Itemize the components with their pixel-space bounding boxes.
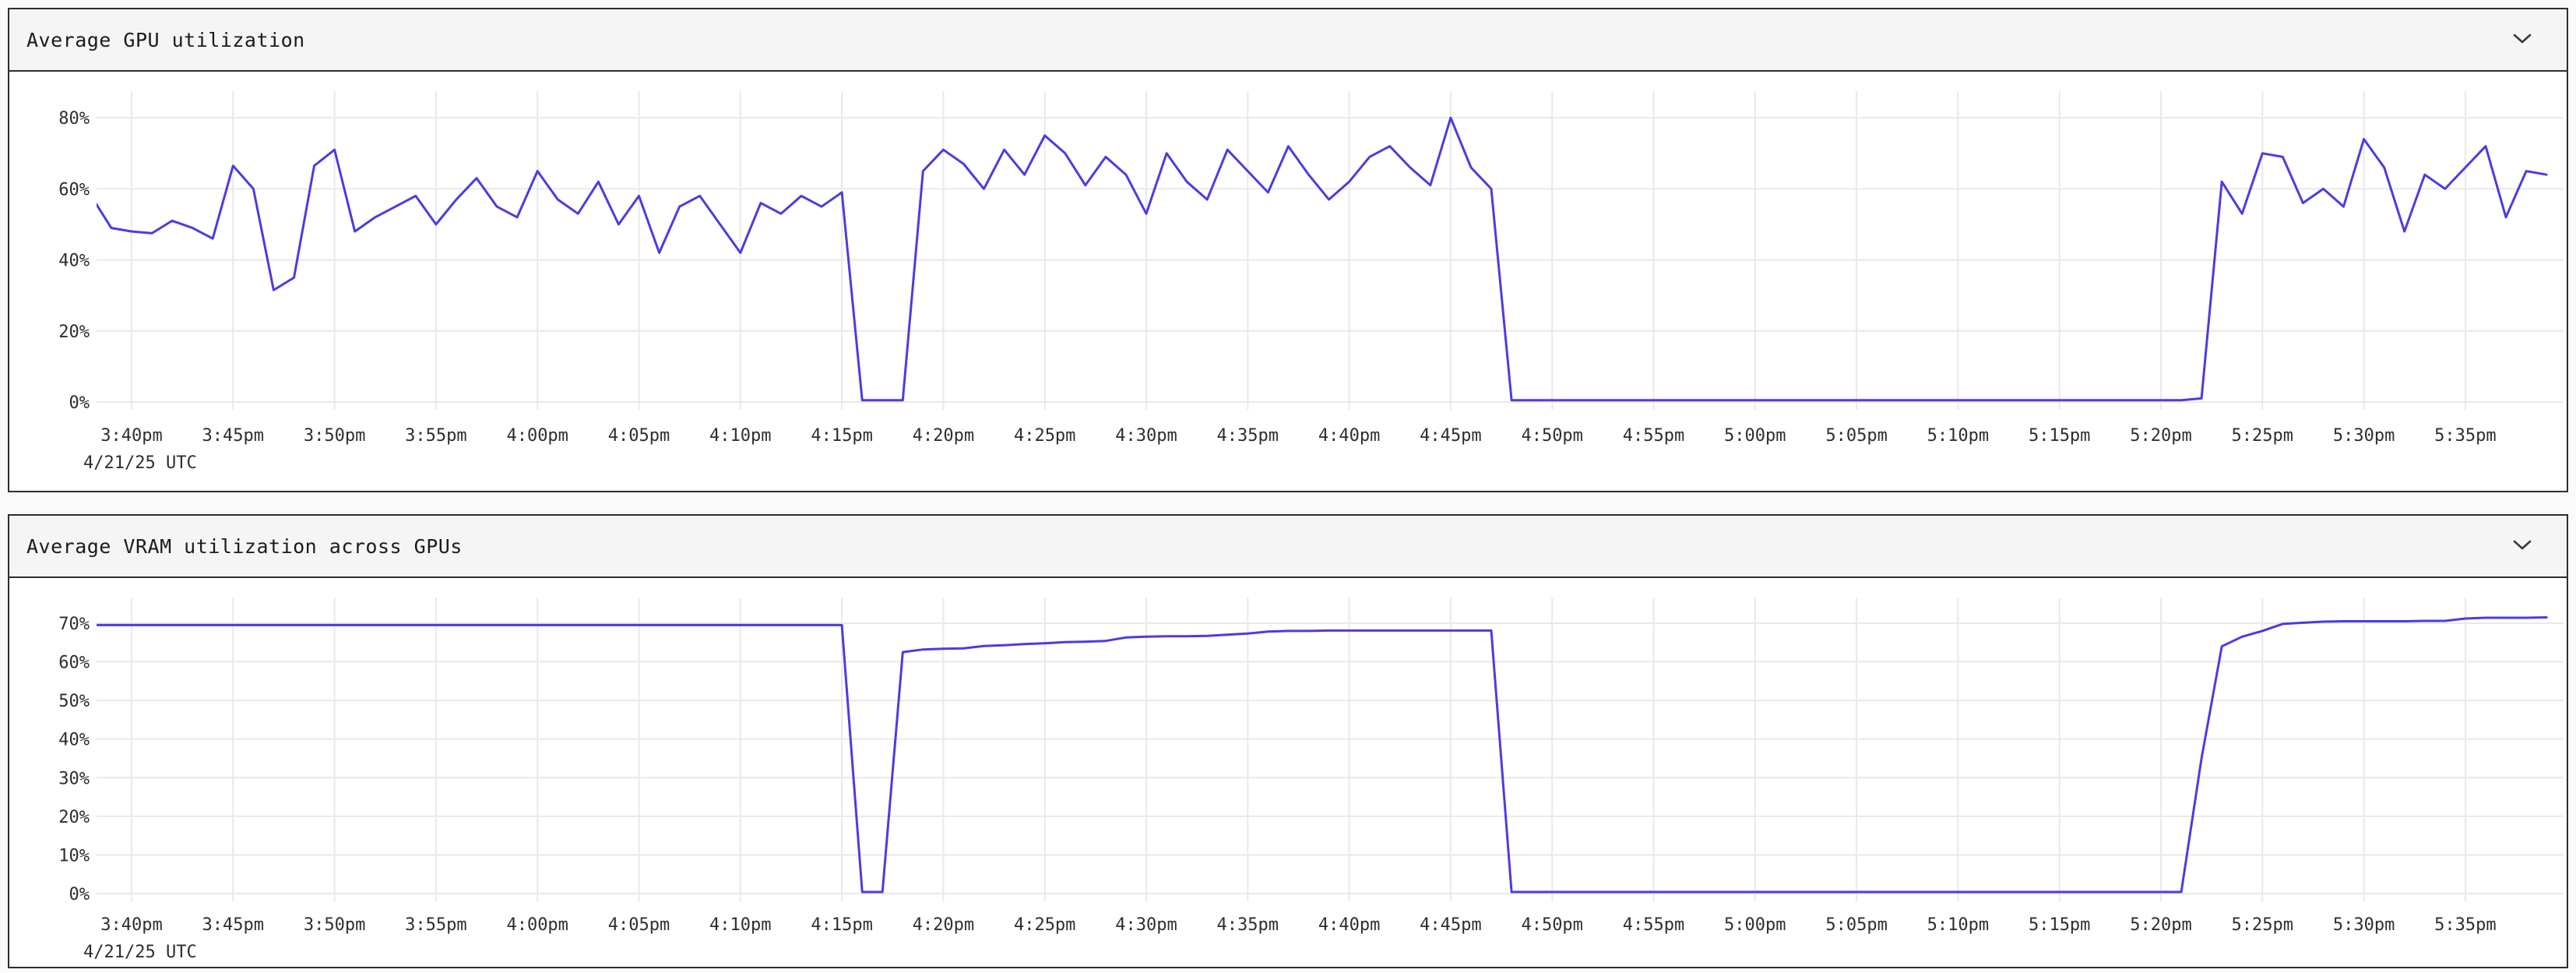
svg-text:4:40pm: 4:40pm bbox=[1318, 426, 1380, 446]
svg-text:5:15pm: 5:15pm bbox=[2029, 426, 2090, 446]
svg-text:4:40pm: 4:40pm bbox=[1318, 915, 1380, 935]
svg-text:3:40pm: 3:40pm bbox=[100, 915, 162, 935]
svg-text:3:50pm: 3:50pm bbox=[304, 426, 365, 446]
vram-chart-canvas[interactable]: 0% 10% 20% 30% 40% 50% 60% 70% 3:40pm 3:45pm 3:50p… bbox=[9, 578, 2567, 965]
svg-text:4:55pm: 4:55pm bbox=[1623, 426, 1684, 446]
svg-text:5:10pm: 5:10pm bbox=[1927, 915, 1989, 935]
svg-text:40%: 40% bbox=[58, 252, 90, 271]
svg-text:5:35pm: 5:35pm bbox=[2434, 915, 2496, 935]
svg-text:5:00pm: 5:00pm bbox=[1724, 426, 1786, 446]
svg-text:5:10pm: 5:10pm bbox=[1927, 426, 1989, 446]
svg-text:4:35pm: 4:35pm bbox=[1217, 426, 1279, 446]
svg-text:50%: 50% bbox=[58, 692, 90, 711]
vram-panel-header: Average VRAM utilization across GPUs bbox=[9, 516, 2567, 578]
chevron-down-icon bbox=[2512, 33, 2532, 48]
gpu-utilization-panel: Average GPU utilization 0% 20% 40% 60% 80% 3:… bbox=[8, 8, 2568, 492]
svg-text:5:25pm: 5:25pm bbox=[2232, 915, 2293, 935]
collapse-panel-button[interactable] bbox=[2509, 533, 2536, 559]
svg-text:3:55pm: 3:55pm bbox=[405, 915, 466, 935]
svg-text:5:20pm: 5:20pm bbox=[2130, 426, 2191, 446]
svg-text:0%: 0% bbox=[69, 885, 90, 904]
svg-text:30%: 30% bbox=[58, 769, 90, 788]
svg-text:60%: 60% bbox=[58, 180, 90, 199]
svg-text:4:10pm: 4:10pm bbox=[709, 426, 771, 446]
svg-text:5:00pm: 5:00pm bbox=[1724, 915, 1786, 935]
svg-text:4:15pm: 4:15pm bbox=[811, 915, 872, 935]
svg-text:4:15pm: 4:15pm bbox=[811, 426, 872, 446]
svg-text:4:30pm: 4:30pm bbox=[1115, 426, 1177, 446]
svg-text:5:25pm: 5:25pm bbox=[2232, 426, 2293, 446]
vram-utilization-panel: Average VRAM utilization across GPUs 0% 1… bbox=[8, 514, 2568, 968]
svg-text:4/21/25 UTC: 4/21/25 UTC bbox=[83, 943, 197, 962]
svg-text:3:50pm: 3:50pm bbox=[304, 915, 365, 935]
svg-text:40%: 40% bbox=[58, 731, 90, 750]
svg-text:4:20pm: 4:20pm bbox=[913, 915, 974, 935]
svg-text:5:05pm: 5:05pm bbox=[1825, 915, 1887, 935]
svg-text:3:55pm: 3:55pm bbox=[405, 426, 466, 446]
svg-text:5:30pm: 5:30pm bbox=[2333, 426, 2395, 446]
svg-text:5:20pm: 5:20pm bbox=[2130, 915, 2191, 935]
gpu-utilization-line-chart[interactable]: 0% 20% 40% 60% 80% 3:40pm 3:45pm 3:50pm 3:55pm 4:… bbox=[9, 72, 2567, 489]
svg-text:4:20pm: 4:20pm bbox=[913, 426, 974, 446]
svg-text:5:15pm: 5:15pm bbox=[2029, 915, 2090, 935]
svg-text:4:10pm: 4:10pm bbox=[709, 915, 771, 935]
svg-text:4:00pm: 4:00pm bbox=[506, 915, 568, 935]
svg-text:4:25pm: 4:25pm bbox=[1014, 915, 1075, 935]
svg-text:4:50pm: 4:50pm bbox=[1521, 915, 1582, 935]
panel-title: Average GPU utilization bbox=[26, 28, 305, 51]
svg-text:20%: 20% bbox=[58, 808, 90, 827]
svg-text:4:25pm: 4:25pm bbox=[1014, 426, 1075, 446]
svg-text:4:30pm: 4:30pm bbox=[1115, 915, 1177, 935]
gpu-chart-canvas[interactable]: 0% 20% 40% 60% 80% 3:40pm 3:45pm 3:50pm 3:55pm 4:… bbox=[9, 72, 2567, 489]
gpu-panel-header: Average GPU utilization bbox=[9, 9, 2567, 72]
svg-text:60%: 60% bbox=[58, 654, 90, 673]
svg-text:4:35pm: 4:35pm bbox=[1217, 915, 1279, 935]
svg-text:4:55pm: 4:55pm bbox=[1623, 915, 1684, 935]
svg-text:4:45pm: 4:45pm bbox=[1420, 915, 1481, 935]
svg-text:4:00pm: 4:00pm bbox=[506, 426, 568, 446]
svg-text:20%: 20% bbox=[58, 323, 90, 342]
svg-text:3:45pm: 3:45pm bbox=[202, 426, 264, 446]
svg-text:3:40pm: 3:40pm bbox=[100, 426, 162, 446]
svg-text:80%: 80% bbox=[58, 109, 90, 129]
panel-title: Average VRAM utilization across GPUs bbox=[26, 534, 463, 558]
svg-text:4:05pm: 4:05pm bbox=[608, 915, 670, 935]
svg-text:3:45pm: 3:45pm bbox=[202, 915, 264, 935]
svg-text:70%: 70% bbox=[58, 615, 90, 634]
svg-text:10%: 10% bbox=[58, 846, 90, 865]
svg-text:5:05pm: 5:05pm bbox=[1825, 426, 1887, 446]
svg-text:4:50pm: 4:50pm bbox=[1521, 426, 1582, 446]
vram-utilization-line-chart[interactable]: 0% 10% 20% 30% 40% 50% 60% 70% 3:40pm 3:45pm 3:50p… bbox=[9, 578, 2567, 965]
svg-text:4/21/25 UTC: 4/21/25 UTC bbox=[83, 453, 197, 473]
svg-text:4:05pm: 4:05pm bbox=[608, 426, 670, 446]
svg-text:5:35pm: 5:35pm bbox=[2434, 426, 2496, 446]
svg-text:4:45pm: 4:45pm bbox=[1420, 426, 1481, 446]
chevron-down-icon bbox=[2512, 539, 2532, 554]
svg-text:0%: 0% bbox=[69, 393, 90, 413]
collapse-panel-button[interactable] bbox=[2509, 26, 2536, 53]
svg-text:5:30pm: 5:30pm bbox=[2333, 915, 2395, 935]
